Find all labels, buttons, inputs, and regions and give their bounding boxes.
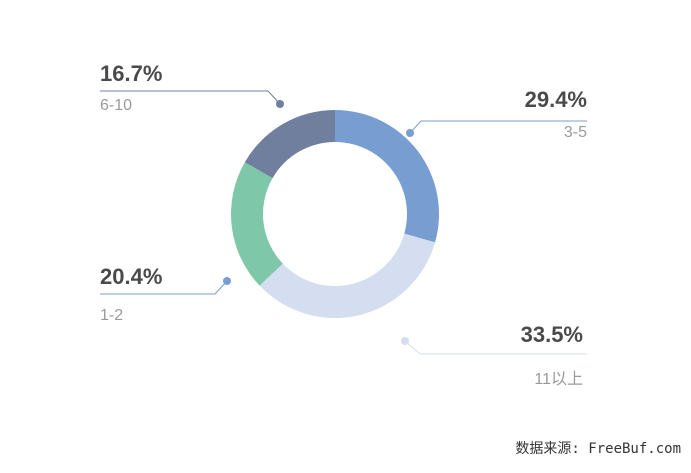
leader-3-5-line	[409, 120, 587, 134]
label-category-11-plus: 11以上	[534, 371, 583, 388]
donut-slices	[230, 110, 439, 319]
slice-6-10	[244, 110, 335, 179]
leader-1-2-line	[100, 280, 228, 295]
label-percent-11-plus: 33.5%	[520, 322, 583, 347]
slice-3-5	[335, 110, 439, 243]
leader-11-plus-dot	[401, 337, 409, 345]
leader-6-10-line	[100, 90, 281, 105]
label-percent-1-2: 20.4%	[100, 264, 163, 289]
label-category-6-10: 6-10	[100, 97, 133, 114]
label-percent-3-5: 29.4%	[524, 87, 587, 112]
slice-1-2	[230, 162, 283, 286]
label-category-3-5: 3-5	[563, 124, 587, 141]
leader-1-2-dot	[223, 277, 231, 285]
leader-6-10-dot	[276, 100, 284, 108]
label-category-1-2: 1-2	[100, 307, 124, 324]
source-credit: 数据来源: FreeBuf.com	[515, 441, 681, 457]
label-percent-6-10: 16.7%	[100, 61, 163, 86]
slice-11以上	[259, 233, 436, 319]
leader-3-5-dot	[406, 129, 414, 137]
leader-11-plus-line	[404, 340, 587, 355]
leader-lines	[100, 90, 587, 355]
